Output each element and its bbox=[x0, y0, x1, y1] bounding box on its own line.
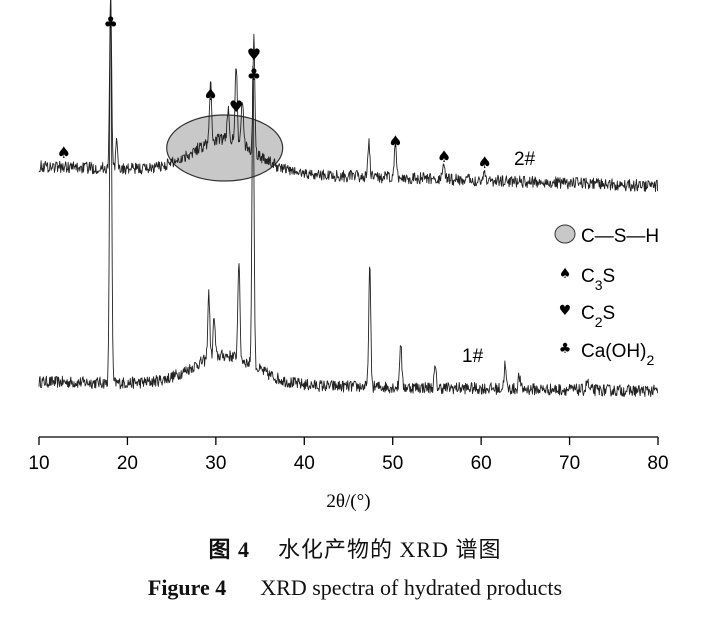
x-axis-label: 2θ/(°) bbox=[326, 491, 370, 512]
caption-en-text: XRD spectra of hydrated products bbox=[260, 575, 563, 600]
legend-heart-icon: ♥ bbox=[559, 303, 572, 319]
caption-cn-label: 图 4 bbox=[208, 537, 251, 562]
legend-label: C—S—H bbox=[581, 226, 659, 247]
x-tick-label: 10 bbox=[28, 453, 49, 474]
club-marker: ♣ bbox=[247, 65, 261, 84]
series-line-1 bbox=[38, 0, 659, 398]
caption-cn-text: 水化产物的 XRD 谱图 bbox=[278, 537, 502, 562]
spade-marker: ♠ bbox=[437, 147, 451, 166]
legend-club-icon: ♣ bbox=[559, 341, 572, 357]
caption-en-label: Figure 4 bbox=[147, 575, 227, 600]
legend-spade-icon: ♠ bbox=[559, 266, 572, 282]
x-tick-label: 50 bbox=[382, 453, 403, 474]
legend-csh-ellipse-icon bbox=[554, 224, 576, 244]
spade-marker: ♠ bbox=[478, 153, 492, 172]
series-label-1: 1# bbox=[462, 346, 484, 367]
x-tick-label: 70 bbox=[559, 453, 580, 474]
club-marker: ♣ bbox=[103, 13, 117, 32]
csh-region-ellipse bbox=[166, 114, 284, 182]
x-tick-label: 30 bbox=[205, 453, 226, 474]
heart-marker: ♥ bbox=[247, 45, 261, 64]
series-label-2: 2# bbox=[514, 149, 536, 170]
legend-label: C2S bbox=[581, 303, 615, 330]
x-tick-label: 40 bbox=[294, 453, 315, 474]
x-tick-label: 80 bbox=[647, 453, 668, 474]
x-tick-label: 60 bbox=[471, 453, 492, 474]
spade-marker: ♠ bbox=[388, 132, 402, 151]
figure-caption-chinese: 图 4 水化产物的 XRD 谱图 bbox=[0, 532, 710, 564]
x-tick-label: 20 bbox=[117, 453, 138, 474]
series-line-2 bbox=[38, 0, 659, 193]
spade-marker: ♠ bbox=[203, 85, 217, 104]
heart-marker: ♥ bbox=[229, 97, 243, 116]
legend-label: Ca(OH)2 bbox=[581, 341, 654, 368]
figure-caption-english: Figure 4 XRD spectra of hydrated products bbox=[0, 575, 710, 601]
legend-label: C3S bbox=[581, 266, 615, 293]
spade-marker: ♠ bbox=[57, 143, 71, 162]
